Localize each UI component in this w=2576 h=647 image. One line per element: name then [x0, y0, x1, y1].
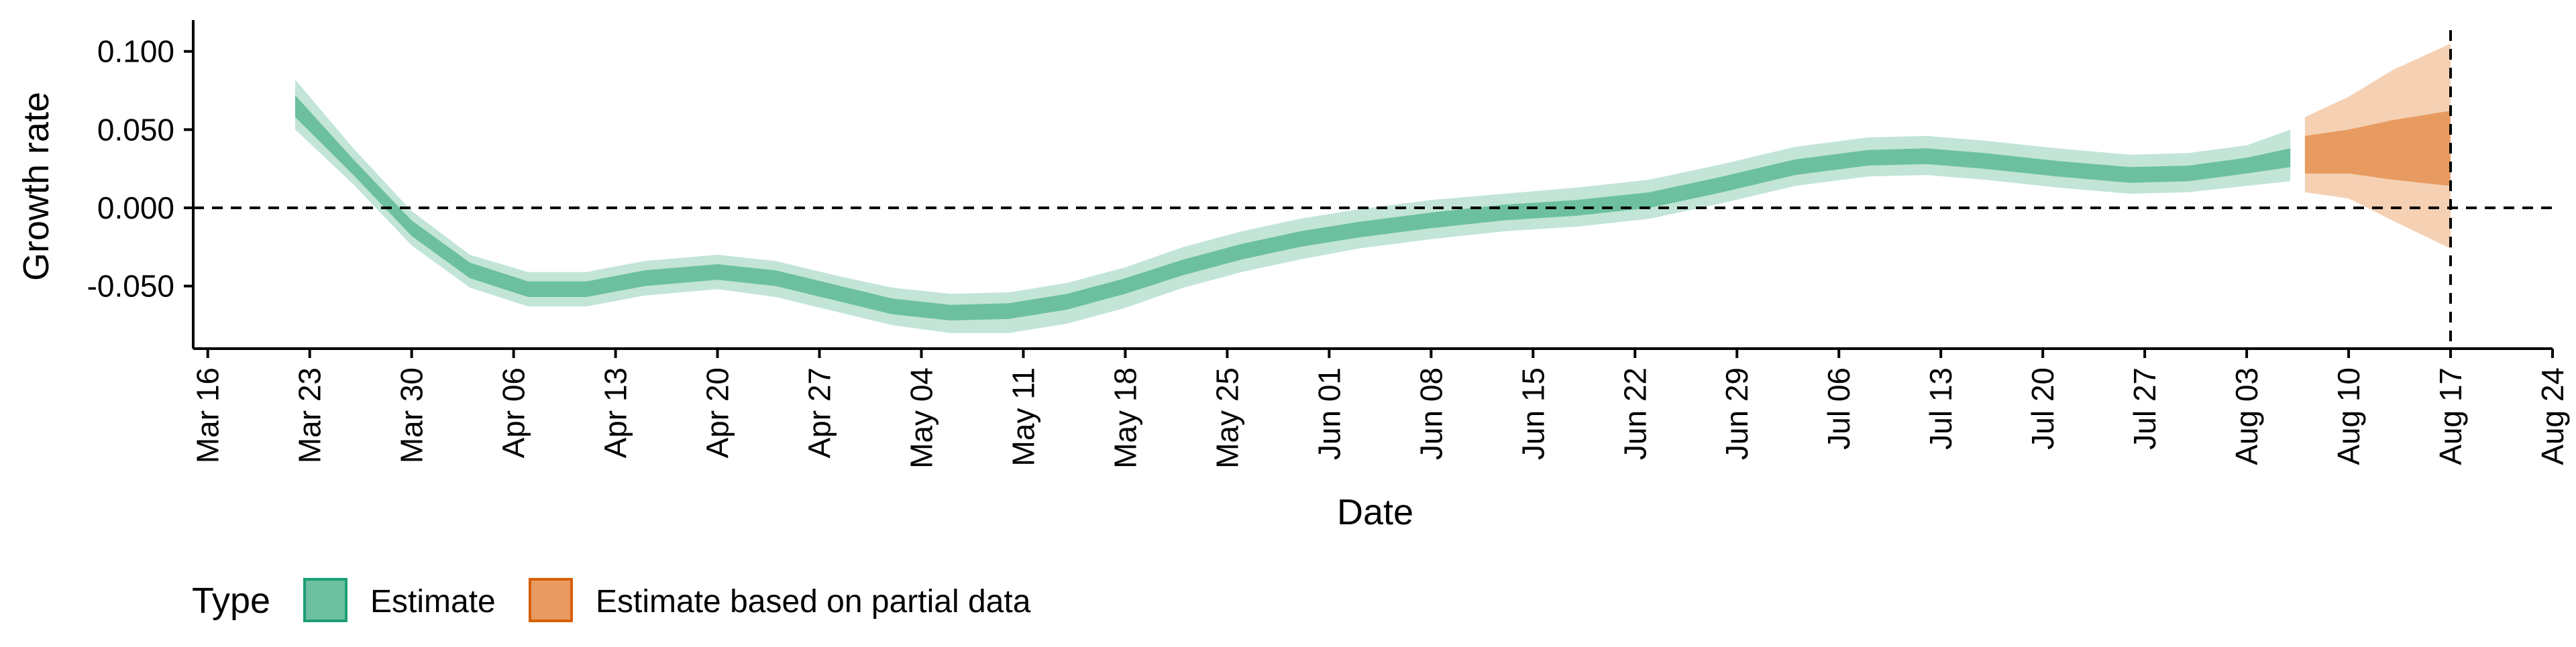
x-tick-label: Jul 13	[1923, 367, 1958, 450]
legend-key-estimate	[303, 578, 347, 622]
y-tick-label: 0.100	[97, 34, 174, 69]
x-tick-label: May 18	[1108, 367, 1142, 469]
x-tick-label: Jun 22	[1617, 367, 1652, 460]
legend: Type Estimate Estimate based on partial …	[192, 578, 1031, 622]
legend-key-partial	[529, 578, 573, 622]
band-90-estimate	[295, 79, 2291, 333]
reference-lines	[193, 30, 2553, 349]
x-tick-label: Jun 01	[1311, 367, 1346, 460]
x-tick-label: Apr 27	[802, 367, 837, 459]
x-tick-label: Apr 20	[700, 367, 735, 459]
bands-layer	[295, 44, 2451, 333]
legend-title: Type	[192, 581, 270, 621]
x-tick-label: May 25	[1210, 367, 1244, 469]
x-tick-label: Apr 13	[598, 367, 633, 459]
x-tick-label: Mar 30	[394, 367, 429, 463]
axes	[192, 20, 2553, 350]
x-tick-label: Jun 15	[1515, 367, 1550, 460]
y-tick-label: -0.050	[87, 269, 174, 304]
x-tick-label: Aug 24	[2535, 367, 2570, 465]
x-tick-label: Aug 10	[2331, 367, 2366, 465]
x-tick-label: May 04	[904, 367, 939, 469]
x-tick-label: Jul 20	[2025, 367, 2060, 450]
x-tick-label: Jun 08	[1413, 367, 1448, 460]
x-tick-label: Aug 17	[2433, 367, 2468, 465]
y-tick-label: 0.050	[97, 112, 174, 147]
x-tick-label: Jul 06	[1821, 367, 1856, 450]
x-tick-label: Aug 03	[2229, 367, 2264, 465]
x-tick-label: Mar 16	[191, 367, 225, 463]
x-tick-label: May 11	[1006, 367, 1041, 466]
x-tick-label: Jul 27	[2127, 367, 2162, 450]
y-tick-label: 0.000	[97, 190, 174, 225]
legend-label-estimate: Estimate	[370, 584, 496, 620]
x-tick-label: Mar 23	[292, 367, 327, 463]
band-50-partial	[2304, 111, 2451, 186]
tick-labels: 0.100 0.050 0.000 -0.050 Mar 16 Mar 23 Mar 30 A…	[87, 34, 2570, 469]
legend-label-partial: Estimate based on partial data	[596, 584, 1031, 620]
x-tick-label: Apr 06	[496, 367, 531, 459]
x-tick-label: Jun 29	[1719, 367, 1754, 460]
y-axis-title: Growth rate	[16, 92, 56, 281]
x-axis-title: Date	[1337, 492, 1413, 532]
